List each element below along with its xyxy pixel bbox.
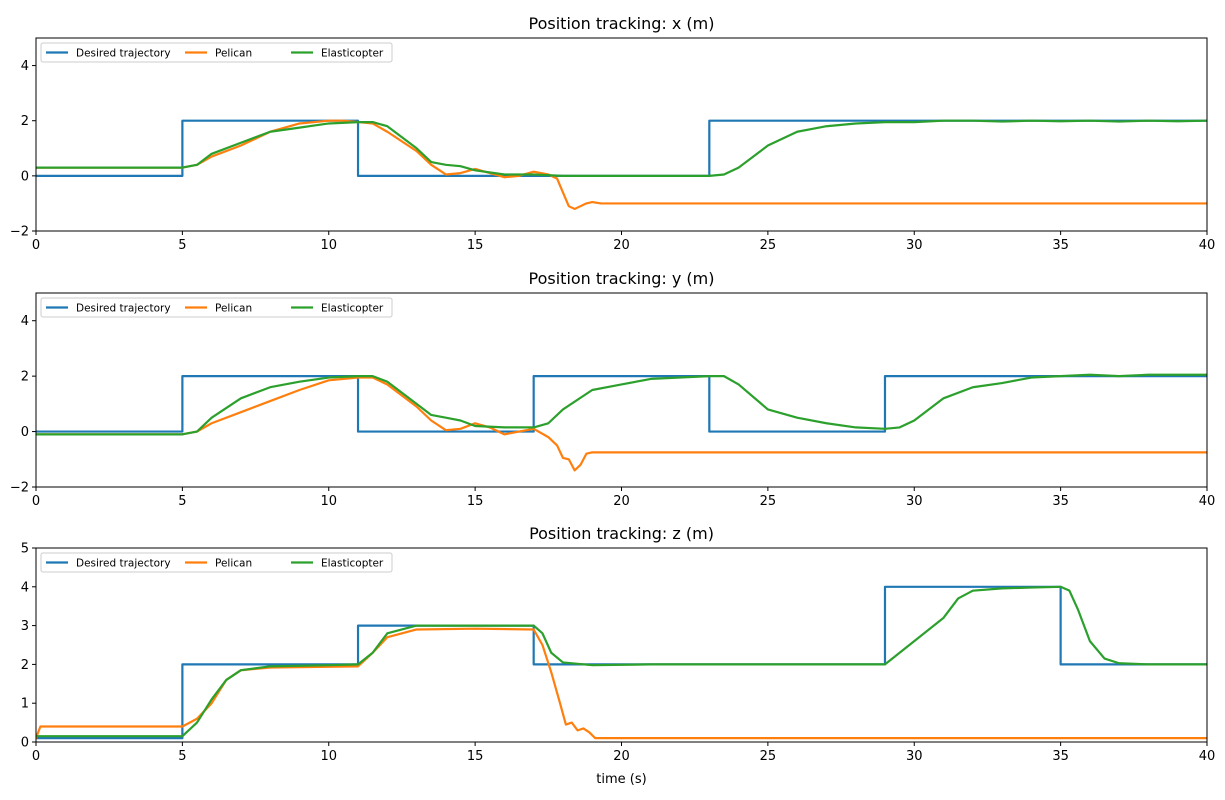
x-tick-label: 35 bbox=[1052, 494, 1069, 509]
legend-label: Desired trajectory bbox=[76, 557, 171, 569]
series-line-pelican bbox=[36, 376, 1207, 472]
plot-frame bbox=[35, 292, 1208, 488]
y-tick-label: 2 bbox=[21, 370, 29, 385]
x-tick-label: 20 bbox=[613, 238, 630, 253]
x-tick-label: 35 bbox=[1052, 749, 1069, 764]
legend-label: Desired trajectory bbox=[76, 302, 171, 314]
x-tick-label: 15 bbox=[467, 238, 484, 253]
y-tick-label: 3 bbox=[21, 619, 29, 634]
y-tick-label: −2 bbox=[10, 481, 29, 496]
series-line-desired-trajectory bbox=[36, 375, 1207, 433]
legend: Desired trajectory Pelican Elasticopter bbox=[40, 297, 393, 318]
y-tick-label: −2 bbox=[10, 225, 29, 240]
y-tick-label: 5 bbox=[21, 542, 29, 557]
x-tick-label: 0 bbox=[32, 238, 40, 253]
x-tick-label: 5 bbox=[178, 238, 186, 253]
legend: Desired trajectory Pelican Elasticopter bbox=[40, 552, 393, 573]
y-tick-label: 0 bbox=[21, 425, 29, 440]
x-tick-label: 30 bbox=[906, 749, 923, 764]
legend-label: Pelican bbox=[215, 47, 252, 59]
y-tick-label: 1 bbox=[21, 697, 29, 712]
series-line-elasticopter bbox=[36, 373, 1207, 436]
x-tick-label: 40 bbox=[1199, 238, 1216, 253]
x-tick-label: 25 bbox=[760, 238, 777, 253]
subplot-title: Position tracking: z (m) bbox=[529, 524, 714, 543]
legend: Desired trajectory Pelican Elasticopter bbox=[40, 42, 393, 63]
x-tick-label: 40 bbox=[1199, 494, 1216, 509]
x-tick-label: 0 bbox=[32, 494, 40, 509]
x-tick-label: 35 bbox=[1052, 238, 1069, 253]
x-tick-label: 10 bbox=[320, 238, 337, 253]
plot-frame bbox=[35, 547, 1208, 743]
series-line-pelican bbox=[36, 627, 1207, 740]
plot-frame bbox=[35, 37, 1208, 232]
subplot-title: Position tracking: y (m) bbox=[529, 269, 715, 288]
y-tick-label: 2 bbox=[21, 658, 29, 673]
x-tick-label: 25 bbox=[760, 749, 777, 764]
x-tick-label: 30 bbox=[906, 238, 923, 253]
legend-label: Elasticopter bbox=[321, 47, 384, 59]
y-tick-label: 0 bbox=[21, 736, 29, 751]
legend-box bbox=[40, 42, 393, 63]
y-tick-label: 0 bbox=[21, 169, 29, 184]
subplot-title: Position tracking: x (m) bbox=[529, 14, 715, 33]
x-tick-label: 25 bbox=[760, 494, 777, 509]
x-tick-label: 15 bbox=[467, 494, 484, 509]
x-tick-label: 10 bbox=[320, 494, 337, 509]
legend-label: Desired trajectory bbox=[76, 47, 171, 59]
y-tick-label: 4 bbox=[21, 59, 29, 74]
legend-box bbox=[40, 297, 393, 318]
x-tick-label: 5 bbox=[178, 494, 186, 509]
legend-label: Pelican bbox=[215, 557, 252, 569]
legend-label: Elasticopter bbox=[321, 302, 384, 314]
subplot-1: Position tracking: x (m)0 5 10 15 20 25 30 35 40… bbox=[10, 14, 1215, 253]
legend-label: Pelican bbox=[215, 302, 252, 314]
x-tick-label: 0 bbox=[32, 749, 40, 764]
series-line-desired-trajectory bbox=[36, 585, 1207, 740]
y-tick-label: 2 bbox=[21, 114, 29, 129]
x-axis-label: time (s) bbox=[596, 772, 646, 787]
series-line-elasticopter bbox=[36, 585, 1207, 738]
series-line-desired-trajectory bbox=[36, 119, 1207, 177]
x-tick-label: 30 bbox=[906, 494, 923, 509]
subplot-3: Position tracking: z (m)0 5 10 15 20 25 30 35 40… bbox=[21, 524, 1216, 787]
x-tick-label: 10 bbox=[320, 749, 337, 764]
series-line-elasticopter bbox=[36, 119, 1207, 177]
legend-box bbox=[40, 552, 393, 573]
y-tick-label: 4 bbox=[21, 580, 29, 595]
legend-label: Elasticopter bbox=[321, 557, 384, 569]
x-tick-label: 20 bbox=[613, 494, 630, 509]
subplot-2: Position tracking: y (m)0 5 10 15 20 25 30 35 40… bbox=[10, 269, 1215, 509]
x-tick-label: 5 bbox=[178, 749, 186, 764]
x-tick-label: 20 bbox=[613, 749, 630, 764]
x-tick-label: 40 bbox=[1199, 749, 1216, 764]
series-line-pelican bbox=[36, 119, 1207, 211]
x-tick-label: 15 bbox=[467, 749, 484, 764]
y-tick-label: 4 bbox=[21, 314, 29, 329]
